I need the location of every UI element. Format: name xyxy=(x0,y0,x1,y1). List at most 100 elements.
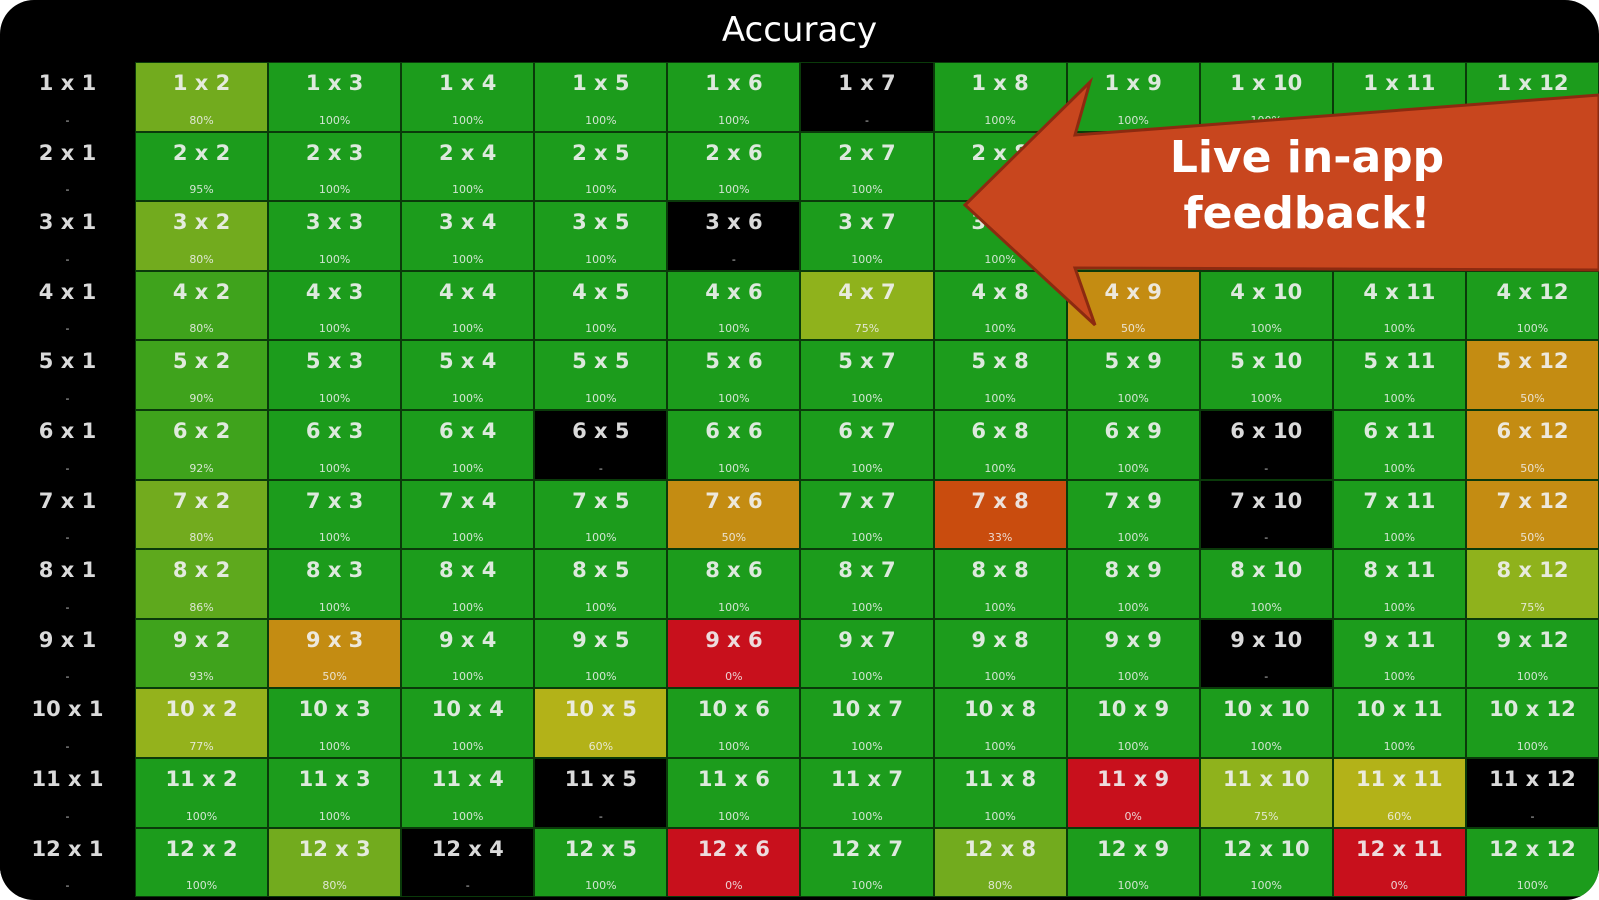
cell-accuracy: 0% xyxy=(725,670,743,684)
cell-label: 1 x 5 xyxy=(572,71,630,95)
cell-label: 11 x 6 xyxy=(697,767,770,791)
title: Accuracy xyxy=(721,10,878,50)
grid-cell: 9 x 2 93% xyxy=(135,618,269,689)
cell-label: 1 x 4 xyxy=(439,71,497,95)
cell-label: 8 x 8 xyxy=(971,558,1029,583)
grid-cell: 11 x 10 75% xyxy=(1199,758,1333,828)
cell-accuracy: 75% xyxy=(1520,600,1545,614)
grid-cell: 1 x 2 80% xyxy=(135,62,269,132)
cell-accuracy: - xyxy=(598,461,603,475)
cell-accuracy: 100% xyxy=(318,113,351,127)
cell-label: 7 x 3 xyxy=(305,488,364,513)
cell-accuracy: 93% xyxy=(189,670,214,684)
cell-label: 1 x 2 xyxy=(172,71,231,95)
cell-accuracy: 100% xyxy=(585,879,617,893)
grid-cell: 11 x 8 100% xyxy=(933,758,1067,828)
cell-accuracy: 75% xyxy=(1254,809,1279,823)
grid-cell: 4 x 1 - xyxy=(0,270,135,341)
cell-label: 5 x 5 xyxy=(572,349,630,374)
cell-label: 12 x 12 xyxy=(1489,836,1576,861)
grid-cell: 12 x 4 - xyxy=(401,827,535,898)
cell-accuracy: - xyxy=(598,809,603,823)
grid-cell: 4 x 8 100% xyxy=(933,270,1067,341)
cell-accuracy: 100% xyxy=(451,600,484,614)
grid-cell: 12 x 7 100% xyxy=(800,827,934,898)
cell-label: 7 x 11 xyxy=(1363,488,1436,513)
callout-text: Live in-app xyxy=(1170,132,1444,183)
cell-label: 4 x 6 xyxy=(705,279,763,304)
cell-label: 8 x 6 xyxy=(705,558,763,583)
cell-accuracy: - xyxy=(65,322,70,336)
cell-accuracy: - xyxy=(65,809,70,823)
cell-label: 4 x 1 xyxy=(38,279,97,304)
cell-label: 8 x 4 xyxy=(439,558,497,583)
cell-label: 5 x 3 xyxy=(305,349,364,374)
grid-cell: 12 x 3 80% xyxy=(268,827,402,898)
grid-cell: 6 x 1 - xyxy=(0,410,135,480)
grid-cell: 6 x 5 - xyxy=(534,410,668,480)
grid-cell: 12 x 2 100% xyxy=(135,827,269,898)
cell-label: 10 x 10 xyxy=(1222,697,1310,722)
cell-accuracy: 100% xyxy=(1383,531,1416,545)
grid-cell: 7 x 2 80% xyxy=(135,479,269,550)
cell-label: 8 x 5 xyxy=(572,558,630,583)
grid-cell: 4 x 3 100% xyxy=(268,270,402,341)
cell-accuracy: 100% xyxy=(318,461,351,475)
grid-cell: 7 x 12 50% xyxy=(1465,479,1599,550)
cell-accuracy: 80% xyxy=(987,879,1013,893)
cell-accuracy: 100% xyxy=(451,183,484,197)
cell-label: 3 x 3 xyxy=(305,210,364,235)
grid-cell: 12 x 11 0% xyxy=(1332,827,1466,898)
grid-cell: 2 x 3 100% xyxy=(268,131,402,202)
grid-cell: 6 x 7 100% xyxy=(800,410,934,480)
cell-label: 9 x 11 xyxy=(1363,627,1436,652)
cell-accuracy: 100% xyxy=(585,252,617,266)
grid-cell: 2 x 6 100% xyxy=(667,131,801,202)
cell-label: 10 x 6 xyxy=(697,697,770,722)
grid-cell: 12 x 9 100% xyxy=(1066,827,1200,898)
cell-label: 6 x 3 xyxy=(305,419,364,443)
cell-accuracy: 0% xyxy=(1390,879,1409,893)
grid-cell: 1 x 6 100% xyxy=(667,62,801,132)
grid-cell: 7 x 6 50% xyxy=(667,479,801,550)
cell-accuracy: 100% xyxy=(851,879,883,893)
cell-accuracy: 100% xyxy=(851,391,883,405)
grid-cell: 3 x 3 100% xyxy=(268,201,402,271)
cell-accuracy: 100% xyxy=(718,391,750,405)
cell-label: 8 x 3 xyxy=(305,558,364,583)
grid-cell: 8 x 2 86% xyxy=(135,549,269,619)
grid-cell: 11 x 2 100% xyxy=(135,758,269,828)
grid-cell: 10 x 6 100% xyxy=(667,688,801,758)
cell-accuracy: - xyxy=(865,113,869,127)
cell-accuracy: 100% xyxy=(185,809,218,823)
grid-cell: 1 x 4 100% xyxy=(401,62,535,132)
cell-label: 7 x 9 xyxy=(1104,488,1162,513)
cell-label: 4 x 9 xyxy=(1104,279,1162,304)
grid-cell: 10 x 11 100% xyxy=(1332,688,1466,758)
grid-cell: 11 x 9 0% xyxy=(1066,758,1200,828)
cell-accuracy: 100% xyxy=(318,531,351,545)
grid-cell: 5 x 7 100% xyxy=(800,340,934,410)
grid-cell: 5 x 4 100% xyxy=(401,340,535,410)
grid-cell: 9 x 11 100% xyxy=(1332,618,1466,689)
cell-accuracy: 100% xyxy=(851,252,883,266)
cell-label: 1 x 11 xyxy=(1363,71,1436,95)
cell-accuracy: 100% xyxy=(318,183,351,197)
cell-label: 10 x 5 xyxy=(564,697,637,722)
cell-accuracy: - xyxy=(465,879,470,893)
cell-accuracy: - xyxy=(1264,670,1269,684)
cell-accuracy: 100% xyxy=(718,183,750,197)
grid-cell: 4 x 4 100% xyxy=(401,270,535,341)
grid-cell: 6 x 9 100% xyxy=(1066,410,1200,480)
grid-cell: 3 x 4 100% xyxy=(401,201,535,271)
cell-accuracy: 100% xyxy=(451,322,484,336)
grid-cell: 9 x 1 - xyxy=(0,618,135,689)
grid-cell: 2 x 5 100% xyxy=(534,131,668,202)
grid-cell: 8 x 10 100% xyxy=(1199,549,1333,619)
cell-label: 1 x 8 xyxy=(971,71,1029,95)
grid-cell: 8 x 6 100% xyxy=(667,549,801,619)
cell-accuracy: 100% xyxy=(451,739,484,753)
grid-cell: 5 x 9 100% xyxy=(1066,340,1200,410)
cell-label: 11 x 7 xyxy=(830,767,903,791)
cell-label: 5 x 11 xyxy=(1363,349,1436,374)
